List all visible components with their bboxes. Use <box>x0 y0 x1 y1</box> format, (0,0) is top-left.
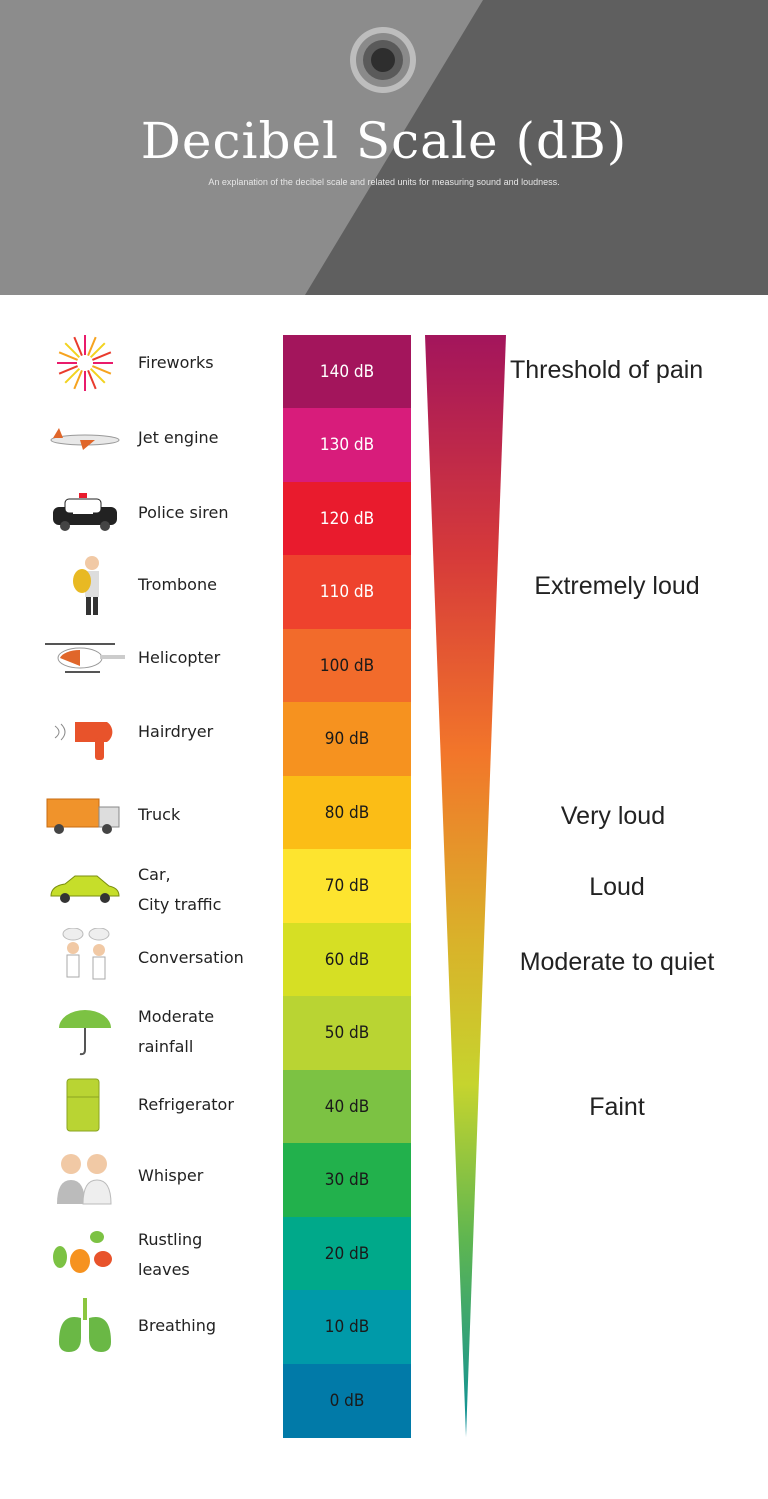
sound-source-item: Fireworks <box>0 333 280 393</box>
scale-bar: 0 dB <box>283 1363 411 1438</box>
whisper-icon <box>57 1154 112 1205</box>
sound-source-label: Trombone <box>138 575 217 594</box>
sound-source-item: Breathing <box>0 1296 280 1356</box>
page-subtitle: An explanation of the decibel scale and … <box>208 177 560 187</box>
scale-bar: 120 dB <box>283 481 411 556</box>
truck-icon <box>46 798 120 834</box>
loudness-level-label: Very loud <box>560 802 666 830</box>
refrigerator-icon <box>66 1078 100 1132</box>
sound-source-item: Police siren <box>0 483 280 543</box>
trombone-player-icon <box>73 556 99 615</box>
loudness-level-label: Loud <box>589 873 645 901</box>
sound-source-label: Fireworks <box>138 353 214 372</box>
sound-source-label: Moderate rainfall <box>138 1007 215 1056</box>
sound-source-label: Hairdryer <box>138 722 214 741</box>
sound-source-label: Whisper <box>138 1166 204 1185</box>
sound-source-item: Hairdryer <box>0 702 280 762</box>
loudness-level-label: Moderate to quiet <box>519 948 715 976</box>
scale-bar: 20 dB <box>283 1216 411 1291</box>
sound-source-item: Moderate rainfall <box>0 1000 280 1060</box>
sound-source-item: Conversation <box>0 928 280 988</box>
hairdryer-icon <box>54 722 113 760</box>
sound-source-label: Breathing <box>138 1316 217 1335</box>
scale-bar: 60 dB <box>283 922 411 997</box>
police-car-icon <box>53 493 117 531</box>
sound-source-item: Refrigerator <box>0 1075 280 1135</box>
scale-bar: 140 dB <box>283 335 411 409</box>
sound-source-item: Trombone <box>0 555 280 615</box>
airplane-icon <box>50 428 120 450</box>
umbrella-rain-icon <box>59 1010 111 1056</box>
scale-bar: 30 dB <box>283 1143 411 1218</box>
loudness-level-label: Faint <box>589 1093 645 1121</box>
sound-source-item: Truck <box>0 785 280 845</box>
scale-bar: 10 dB <box>283 1290 411 1365</box>
fireworks-icon <box>57 335 113 391</box>
loudness-level-label: Extremely loud <box>534 572 700 600</box>
loudness-level-label: Threshold of pain <box>510 356 704 384</box>
car-icon <box>50 875 120 903</box>
sound-source-label: Truck <box>138 805 181 824</box>
scale-bar: 40 dB <box>283 1069 411 1144</box>
scale-bar: 50 dB <box>283 996 411 1071</box>
sound-source-label: Refrigerator <box>138 1095 234 1114</box>
sound-source-item: Jet engine <box>0 408 280 468</box>
scale-bar: 110 dB <box>283 555 411 630</box>
scale-bar: 100 dB <box>283 628 411 703</box>
conversation-icon <box>62 928 110 980</box>
sound-source-item: Whisper <box>0 1146 280 1206</box>
sound-source-item: Car, City traffic <box>0 858 280 918</box>
scale-bar: 130 dB <box>283 408 411 483</box>
loudness-wedge <box>425 335 506 1437</box>
page-title: Decibel Scale (dB) <box>140 112 628 170</box>
helicopter-icon <box>45 643 125 673</box>
sound-source-label: Police siren <box>138 503 229 522</box>
lungs-icon <box>59 1298 111 1352</box>
sound-source-label: Rustling leaves <box>138 1230 203 1279</box>
header-background <box>305 0 768 295</box>
sound-source-label: Conversation <box>138 948 244 967</box>
header: Decibel Scale (dB) An explanation of the… <box>0 0 768 295</box>
scale-bar: 80 dB <box>283 775 411 850</box>
sound-source-label: Car, City traffic <box>138 865 222 914</box>
scale-bar: 70 dB <box>283 849 411 924</box>
sound-source-label: Jet engine <box>138 428 219 447</box>
sound-source-item: Rustling leaves <box>0 1223 280 1283</box>
sound-source-label: Helicopter <box>138 648 221 667</box>
sound-source-item: Helicopter <box>0 628 280 688</box>
leaves-icon <box>53 1231 112 1273</box>
scale-bar: 90 dB <box>283 702 411 777</box>
speaker-circle-icon <box>350 27 416 93</box>
